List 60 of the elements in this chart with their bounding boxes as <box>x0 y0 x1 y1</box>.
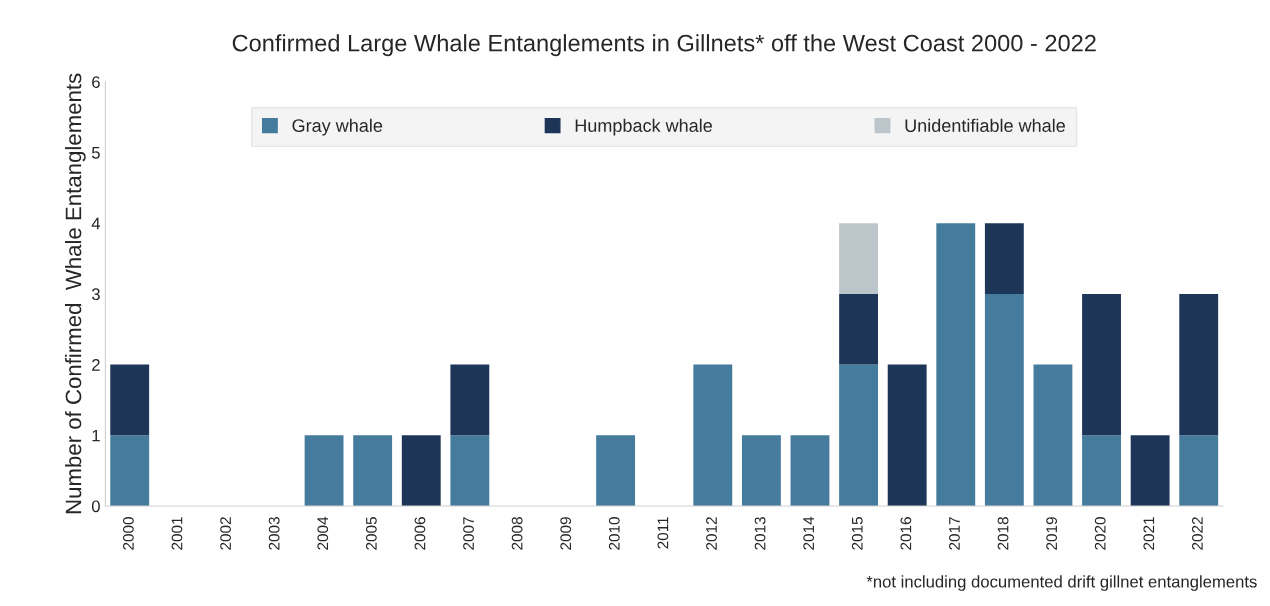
text: *not including documented drift gillnet entanglements <box>866 575 1257 591</box>
y-tick-label: 0 <box>91 500 100 513</box>
bar <box>1179 435 1219 507</box>
x-tick-label: 2010 <box>608 517 620 550</box>
bar <box>741 435 781 507</box>
bar <box>984 223 1024 294</box>
bar <box>984 293 1024 507</box>
legend-label: Gray whale <box>292 118 383 136</box>
y-tick-label: 3 <box>91 288 100 301</box>
y-tick-label: 6 <box>92 76 100 89</box>
bar <box>790 435 830 507</box>
x-tick-label: 2003 <box>268 517 280 550</box>
x-tick-label: 2019 <box>1046 517 1058 550</box>
x-tick-label: 2017 <box>949 517 960 550</box>
x-tick-label: 2018 <box>997 517 1009 550</box>
x-tick-label: 2001 <box>171 517 183 550</box>
x-tick-label: 2014 <box>803 516 815 550</box>
bar <box>450 364 490 436</box>
x-tick-label: 2012 <box>706 517 717 550</box>
bar <box>887 364 927 507</box>
y-axis-title: Number of Confirmed Whale Entanglements <box>65 73 86 514</box>
y-tick-label: 1 <box>92 429 100 442</box>
x-tick-label: 2007 <box>463 517 474 550</box>
legend-label: Unidentifiable whale <box>905 118 1065 132</box>
legend-label: Humpback whale <box>575 118 712 136</box>
bar <box>450 435 490 507</box>
bar <box>839 223 879 294</box>
x-tick-label: 2021 <box>1143 517 1155 550</box>
y-tick-label: 2 <box>92 359 100 371</box>
x-tick-label: 2008 <box>511 517 523 550</box>
bar <box>839 293 879 365</box>
bar <box>110 435 150 507</box>
bar <box>936 223 976 507</box>
y-tick-label: 5 <box>91 147 100 159</box>
x-tick-label: 2015 <box>851 517 863 550</box>
x-tick-label: 2011 <box>657 517 669 549</box>
x-tick-label: 2002 <box>220 517 231 550</box>
x-tick-label: 2009 <box>560 517 572 550</box>
x-tick-label: 2013 <box>754 517 766 550</box>
bar <box>693 364 733 507</box>
bar <box>1179 293 1219 436</box>
bar <box>401 435 441 507</box>
chart-title: Confirmed Large Whale Entanglements in Gillnets* off the West Coast 2000 - 2022 <box>232 34 1096 57</box>
x-tick-label: 2000 <box>122 517 134 550</box>
x-tick-label: 2005 <box>365 517 377 550</box>
bar <box>110 364 150 436</box>
bar <box>1130 435 1170 507</box>
bar <box>1082 293 1121 436</box>
bar <box>1033 364 1073 507</box>
x-tick-label: 2016 <box>900 517 912 550</box>
bar <box>839 364 879 507</box>
bar <box>353 435 393 507</box>
bar <box>304 435 344 507</box>
x-tick-label: 2020 <box>1094 517 1106 550</box>
x-tick-label: 2022 <box>1192 517 1203 550</box>
bar <box>1082 435 1121 507</box>
y-tick-label: 4 <box>91 217 101 230</box>
x-tick-label: 2004 <box>317 516 329 550</box>
bar <box>596 435 636 507</box>
x-tick-label: 2006 <box>414 517 426 550</box>
